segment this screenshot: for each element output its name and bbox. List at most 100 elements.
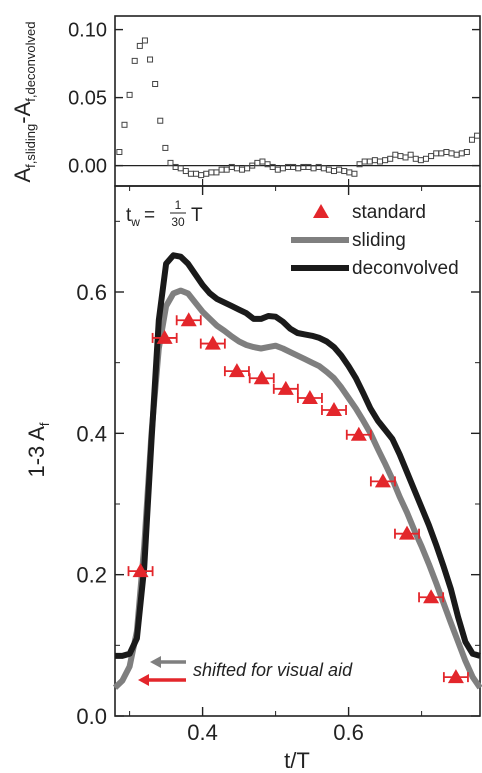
difference-point bbox=[198, 172, 205, 179]
main-x-tick-label: 0.4 bbox=[187, 720, 218, 745]
difference-point bbox=[233, 165, 240, 172]
difference-point bbox=[412, 155, 419, 162]
difference-point bbox=[167, 159, 174, 166]
difference-point bbox=[239, 166, 246, 173]
difference-point bbox=[458, 150, 465, 157]
standard-point bbox=[180, 312, 197, 327]
difference-point bbox=[310, 165, 317, 172]
difference-point bbox=[387, 155, 394, 162]
difference-point bbox=[116, 149, 123, 155]
difference-point bbox=[392, 151, 399, 158]
difference-point bbox=[152, 81, 159, 87]
standard-point bbox=[423, 589, 440, 604]
difference-point bbox=[121, 121, 128, 128]
main-plot-frame bbox=[114, 185, 481, 717]
difference-point bbox=[187, 170, 194, 177]
difference-point bbox=[453, 151, 460, 158]
difference-point bbox=[417, 157, 424, 164]
difference-point bbox=[346, 169, 353, 176]
difference-point bbox=[223, 166, 230, 173]
difference-point bbox=[422, 155, 429, 162]
main-y-axis-label: 1-3 Af bbox=[24, 422, 52, 477]
difference-point bbox=[443, 149, 450, 155]
legend-standard-marker bbox=[313, 204, 329, 218]
standard-point bbox=[301, 390, 318, 404]
difference-point bbox=[325, 166, 332, 173]
main-y-tick-label: 0.4 bbox=[76, 421, 107, 446]
main-x-axis-label: t/T bbox=[284, 748, 310, 773]
main-y-tick-label: 0.6 bbox=[76, 280, 107, 305]
main-x-tick-label: 0.6 bbox=[333, 720, 364, 745]
difference-point bbox=[448, 150, 455, 157]
main-y-ticks: 0.0 0.2 0.4 0.6 bbox=[76, 220, 480, 729]
standard-point bbox=[204, 335, 221, 350]
difference-point bbox=[254, 159, 261, 166]
difference-point bbox=[136, 42, 143, 49]
difference-point bbox=[320, 165, 327, 172]
difference-point bbox=[336, 166, 343, 173]
standard-point bbox=[132, 563, 149, 578]
standard-point bbox=[277, 380, 294, 395]
difference-point bbox=[361, 158, 368, 165]
difference-point bbox=[244, 165, 251, 172]
svg-text:30: 30 bbox=[171, 215, 185, 229]
difference-point bbox=[463, 149, 470, 155]
top-y-tick-label: 0.05 bbox=[68, 88, 107, 110]
difference-point bbox=[474, 132, 481, 139]
difference-point bbox=[428, 153, 435, 160]
top-difference-markers bbox=[116, 37, 481, 179]
difference-point bbox=[295, 165, 302, 172]
top-panel: 0.00 0.05 0.10 Af,sliding-Af,deconvolved bbox=[10, 15, 481, 187]
difference-point bbox=[259, 158, 266, 165]
difference-point bbox=[218, 166, 225, 173]
main-series-lines bbox=[112, 252, 482, 690]
difference-point bbox=[274, 166, 281, 173]
difference-point bbox=[402, 154, 409, 161]
legend-deconvolved-label: deconvolved bbox=[352, 258, 459, 279]
difference-point bbox=[141, 37, 148, 44]
difference-point bbox=[371, 157, 378, 164]
top-y-tick-label: 0.10 bbox=[68, 20, 107, 42]
difference-point bbox=[126, 91, 133, 98]
standard-point bbox=[228, 363, 245, 378]
main-y-tick-label: 0.2 bbox=[76, 563, 107, 588]
difference-point bbox=[147, 56, 154, 63]
difference-point bbox=[397, 153, 404, 160]
shift-annotation-text: shifted for visual aid bbox=[193, 660, 353, 680]
standard-point bbox=[156, 329, 173, 344]
svg-text:T: T bbox=[191, 205, 203, 226]
svg-text:tw=: tw = bbox=[126, 205, 155, 229]
difference-point bbox=[407, 151, 414, 158]
tw-annotation: tw = 1 30 T bbox=[126, 198, 203, 229]
top-y-ticks: 0.00 0.05 0.10 bbox=[68, 20, 480, 178]
svg-text:1: 1 bbox=[175, 198, 182, 212]
difference-point bbox=[203, 170, 210, 177]
difference-point bbox=[382, 157, 389, 164]
difference-point bbox=[341, 168, 348, 175]
top-y-tick-label: 0.00 bbox=[68, 156, 107, 178]
shift-annotation: shifted for visual aid bbox=[138, 656, 353, 686]
difference-point bbox=[177, 165, 184, 172]
difference-point bbox=[468, 136, 475, 143]
difference-point bbox=[193, 170, 200, 177]
legend: standard sliding deconvolved bbox=[291, 202, 459, 279]
difference-point bbox=[331, 168, 337, 175]
standard-point bbox=[350, 426, 367, 441]
difference-point bbox=[157, 117, 164, 124]
standard-point bbox=[253, 370, 270, 385]
difference-point bbox=[279, 165, 286, 172]
difference-point bbox=[351, 170, 358, 177]
standard-point bbox=[399, 525, 415, 540]
difference-point bbox=[433, 150, 440, 157]
main-y-tick-label: 0.0 bbox=[76, 704, 107, 729]
difference-point bbox=[376, 158, 383, 165]
difference-point bbox=[438, 150, 445, 157]
deconvolved-line bbox=[115, 252, 481, 659]
difference-point bbox=[182, 168, 189, 175]
bottom-panel: 0.0 0.2 0.4 0.6 0.4 0.6 tw = 1 30 T standard … bbox=[24, 179, 482, 773]
sliding-line bbox=[112, 287, 482, 690]
legend-sliding-label: sliding bbox=[352, 230, 406, 251]
difference-point bbox=[208, 169, 215, 176]
difference-point bbox=[213, 169, 220, 176]
